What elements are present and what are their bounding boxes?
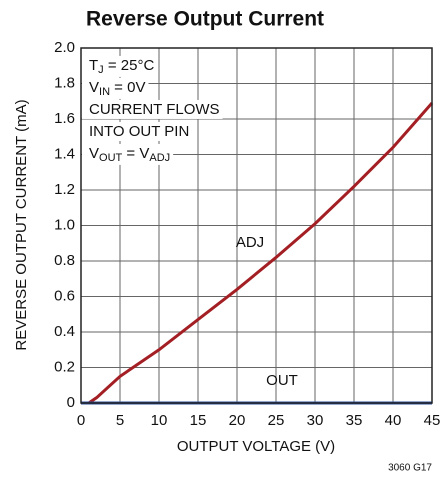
x-tick-label: 0 bbox=[77, 412, 85, 429]
y-tick-label: 1.2 bbox=[54, 181, 75, 198]
note: VOUT = VADJ bbox=[89, 145, 170, 164]
y-tick-label: 1.0 bbox=[54, 216, 75, 233]
note-background bbox=[82, 121, 193, 141]
note-text: INTO OUT PIN bbox=[89, 123, 189, 140]
plot-frame bbox=[80, 47, 433, 404]
x-tick-label: 15 bbox=[190, 412, 207, 429]
y-tick-label: 1.4 bbox=[54, 145, 75, 162]
note: CURRENT FLOWS bbox=[89, 101, 220, 118]
x-tick-label: 30 bbox=[307, 412, 324, 429]
y-axis-label: REVERSE OUTPUT CURRENT (mA) bbox=[13, 99, 30, 350]
y-tick-label: 2.0 bbox=[54, 39, 75, 56]
series-label: OUT bbox=[266, 372, 298, 389]
x-tick-label: 20 bbox=[229, 412, 246, 429]
x-tick-label: 45 bbox=[424, 412, 441, 429]
note-background bbox=[82, 143, 174, 165]
note-text: T bbox=[89, 57, 98, 74]
series-label: ADJ bbox=[236, 234, 264, 251]
note-text: = V bbox=[122, 145, 149, 162]
note: TJ = 25°C bbox=[89, 57, 154, 76]
note-background bbox=[82, 77, 149, 99]
note-background bbox=[82, 55, 158, 77]
y-tick-label: 0.2 bbox=[54, 358, 75, 375]
note: VIN = 0V bbox=[89, 79, 145, 98]
note-text: = 0V bbox=[110, 79, 145, 96]
x-tick-label: 25 bbox=[268, 412, 285, 429]
note: INTO OUT PIN bbox=[89, 123, 189, 140]
note-subscript: J bbox=[98, 64, 104, 76]
chart-title: Reverse Output Current bbox=[86, 8, 324, 31]
footnote: 3060 G17 bbox=[388, 463, 432, 474]
note-subscript: IN bbox=[99, 86, 110, 98]
y-tick-label: 0.4 bbox=[54, 323, 75, 340]
note-subscript: ADJ bbox=[149, 152, 170, 164]
y-tick-label: 1.8 bbox=[54, 74, 75, 91]
y-tick-label: 0 bbox=[67, 394, 75, 411]
x-tick-label: 35 bbox=[346, 412, 363, 429]
y-tick-label: 1.6 bbox=[54, 110, 75, 127]
note-subscript: OUT bbox=[99, 152, 123, 164]
note-text: V bbox=[89, 145, 99, 162]
note-background bbox=[82, 99, 223, 119]
x-tick-label: 10 bbox=[151, 412, 168, 429]
x-tick-label: 5 bbox=[116, 412, 124, 429]
y-tick-label: 0.6 bbox=[54, 287, 75, 304]
note-text: V bbox=[89, 79, 99, 96]
y-tick-label: 0.8 bbox=[54, 252, 75, 269]
note-text: CURRENT FLOWS bbox=[89, 101, 220, 118]
x-axis-label: OUTPUT VOLTAGE (V) bbox=[177, 438, 335, 455]
series-line bbox=[81, 102, 434, 405]
note-text: = 25°C bbox=[104, 57, 155, 74]
x-tick-label: 40 bbox=[385, 412, 402, 429]
